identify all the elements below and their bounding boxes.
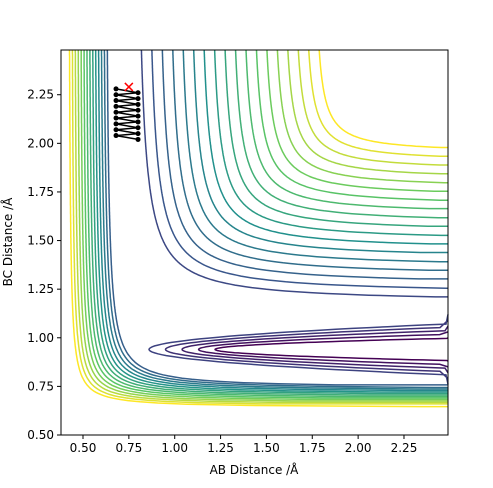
trajectory-point <box>113 109 119 115</box>
trajectory-point <box>113 103 119 109</box>
contour <box>140 50 448 298</box>
contour <box>103 50 448 389</box>
x-tick-label: 1.50 <box>253 441 280 455</box>
contour <box>151 50 448 290</box>
x-tick-label: 0.50 <box>70 441 97 455</box>
contour <box>89 50 448 396</box>
contour-lines <box>68 49 449 408</box>
contour <box>297 50 448 166</box>
contour <box>307 49 448 158</box>
contour <box>77 49 448 402</box>
y-tick-label: 1.50 <box>27 234 54 248</box>
contour <box>318 50 448 149</box>
trajectory-point <box>135 96 141 102</box>
contour <box>197 331 449 368</box>
trajectory-point <box>135 107 141 113</box>
y-tick-label: 1.75 <box>27 185 54 199</box>
y-tick-label: 2.00 <box>27 136 54 150</box>
trajectory-point <box>113 98 119 104</box>
x-tick-label: 0.75 <box>116 441 143 455</box>
contour <box>287 49 448 175</box>
contour <box>203 50 448 245</box>
contour <box>94 50 448 393</box>
contour <box>266 49 448 192</box>
trajectory-point <box>113 115 119 121</box>
x-tick-label: 2.00 <box>345 441 372 455</box>
contour <box>276 50 448 184</box>
trajectory-point <box>135 90 141 96</box>
trajectory-point <box>113 133 119 139</box>
contour <box>74 50 448 404</box>
y-tick-label: 2.25 <box>27 88 54 102</box>
trajectory-point <box>135 113 141 119</box>
contour <box>213 49 448 237</box>
contour <box>80 50 448 401</box>
y-tick-label: 1.00 <box>27 331 54 345</box>
x-tick-label: 1.25 <box>207 441 234 455</box>
trajectory-line <box>115 88 139 141</box>
y-tick-label: 0.75 <box>27 379 54 393</box>
x-tick-label: 1.75 <box>299 441 326 455</box>
contour <box>148 314 449 385</box>
contour <box>182 50 448 263</box>
contour <box>86 50 448 398</box>
contour <box>97 50 448 392</box>
contour <box>234 50 448 219</box>
trajectory-point <box>135 136 141 142</box>
contour <box>106 50 448 386</box>
trajectory-point <box>135 101 141 107</box>
contour <box>245 50 448 210</box>
contour <box>100 50 448 390</box>
x-tick-label: 1.00 <box>161 441 188 455</box>
contour <box>214 337 449 362</box>
contour <box>192 50 448 254</box>
contour <box>83 50 448 399</box>
contour <box>172 50 448 272</box>
trajectory-point <box>113 86 119 92</box>
x-tick-label: 2.25 <box>391 441 418 455</box>
trajectory-point <box>135 119 141 125</box>
y-axis-label: BC Distance /Å <box>0 197 15 287</box>
contour <box>68 50 448 408</box>
contour <box>181 325 449 374</box>
y-tick-label: 0.50 <box>27 428 54 442</box>
contour <box>92 50 448 395</box>
contour <box>161 49 448 280</box>
trajectory-point <box>135 131 141 137</box>
contour <box>255 50 448 201</box>
plot-frame <box>60 49 449 436</box>
start-marker <box>124 82 134 92</box>
trajectory-point <box>113 121 119 127</box>
contour <box>164 319 449 380</box>
trajectory-point <box>113 92 119 98</box>
trajectory-point <box>113 127 119 133</box>
contour <box>71 50 448 405</box>
y-tick-label: 1.25 <box>27 282 54 296</box>
trajectory-point <box>135 125 141 131</box>
x-axis-label: AB Distance /Å <box>210 462 300 477</box>
contour <box>224 50 448 227</box>
